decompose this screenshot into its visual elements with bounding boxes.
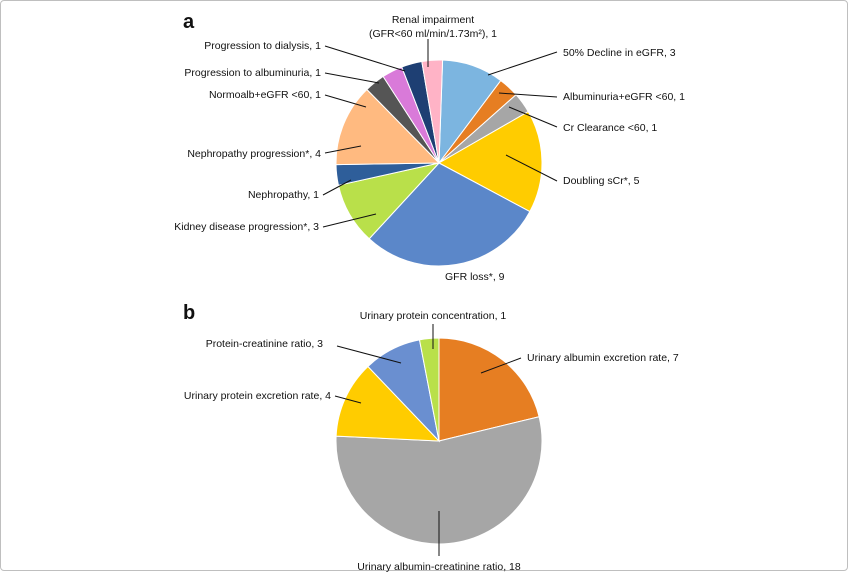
pie-a-label-1: Albuminuria+eGFR <60, 1 — [563, 91, 685, 103]
pie-a-leader-line-9 — [324, 72, 380, 84]
pie-a-label-0: 50% Decline in eGFR, 3 — [563, 47, 676, 59]
pie-a-leader-line-6 — [322, 179, 352, 196]
pie-a-leader-line-10 — [324, 45, 406, 72]
pie-b-label-3: Protein-creatinine ratio, 3 — [206, 338, 323, 350]
pie-b-leader-line-0 — [480, 357, 522, 374]
pie-a-label-11: Renal impairment — [392, 14, 474, 26]
pie-b-slice-1 — [335, 416, 543, 545]
pie-a-label-2: Cr Clearance <60, 1 — [563, 122, 657, 134]
pie-b-slice-2 — [335, 365, 441, 442]
panel-letter-b: b — [183, 302, 195, 324]
pie-a-label-7: Nephropathy progression*, 4 — [187, 148, 321, 160]
pie-a-label-6: Nephropathy, 1 — [248, 189, 319, 201]
pie-b-leader-line-2 — [334, 395, 362, 404]
pie-a-label-9: Progression to albuminuria, 1 — [184, 67, 321, 79]
pie-a-slice-3 — [437, 110, 543, 213]
pie-a-leader-line-8 — [324, 94, 367, 108]
pie-b-label-1: Urinary albumin-creatinine ratio, 18 — [357, 561, 521, 573]
pie-a-label-5: Kidney disease progression*, 3 — [174, 221, 319, 233]
pie-b-slices — [335, 337, 543, 545]
pie-a-label-3: Doubling sCr*, 5 — [563, 175, 640, 187]
panel-letter-a: a — [183, 11, 195, 33]
pie-a-slice-7 — [335, 88, 441, 166]
pie-b-label-2: Urinary protein excretion rate, 4 — [184, 390, 331, 402]
pie-b-slice-0 — [438, 337, 540, 442]
pie-b-label-0: Urinary albumin excretion rate, 7 — [527, 352, 679, 364]
pie-b-slice-4 — [418, 337, 440, 442]
pie-a-label-4: GFR loss*, 9 — [445, 271, 505, 283]
pie-a-labels: 50% Decline in eGFR, 3 Albuminuria+eGFR <… — [174, 14, 685, 283]
pie-chart-b: Urinary albumin excretion rate, 7 Urinary… — [184, 310, 679, 573]
pie-b-labels: Urinary albumin excretion rate, 7 Urinary… — [184, 310, 679, 573]
pie-a-label-10: Progression to dialysis, 1 — [204, 40, 321, 52]
pie-a-leader-line-2 — [508, 106, 558, 128]
pie-a-label-11-line2: (GFR<60 ml/min/1.73m²), 1 — [369, 28, 497, 40]
pie-b-leader-line-3 — [336, 345, 402, 364]
pie-chart-a: 50% Decline in eGFR, 3 Albuminuria+eGFR <… — [174, 14, 685, 283]
pie-a-leader-line-7 — [324, 145, 362, 154]
pie-b-label-4: Urinary protein concentration, 1 — [360, 310, 507, 322]
pie-a-leader-line-0 — [487, 51, 558, 76]
pie-a-leader-line-1 — [498, 92, 558, 98]
pie-a-leader-line-5 — [322, 213, 377, 228]
pie-a-slices — [335, 59, 543, 267]
pie-a-label-8: Normoalb+eGFR <60, 1 — [209, 89, 321, 101]
pie-a-slice-11 — [421, 59, 444, 164]
pie-a-leader-line-3 — [505, 154, 558, 182]
pie-a-slice-4 — [368, 162, 531, 267]
